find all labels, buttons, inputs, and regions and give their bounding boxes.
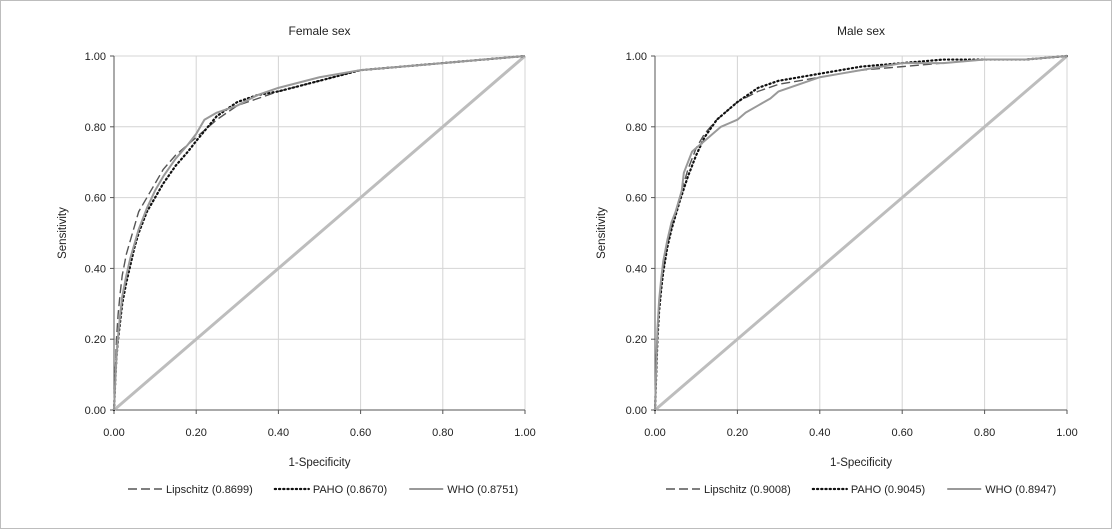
x-tick-label: 0.60 <box>350 427 371 439</box>
x-tick-label: 0.20 <box>185 427 206 439</box>
y-tick-label: 1.00 <box>85 51 106 63</box>
legend-label-paho: PAHO (0.9045) <box>851 484 925 496</box>
legend-label-lipschitz: Lipschitz (0.9008) <box>704 484 791 496</box>
x-tick-label: 0.80 <box>432 427 453 439</box>
chart-panel-1: 0.00 0.20 0.40 0.60 0.80 1.00 0.00 0.20 0.40 0.60… <box>57 24 536 496</box>
chart-title: Male sex <box>837 24 885 38</box>
legend-label-who: WHO (0.8947) <box>985 484 1056 496</box>
x-tick-label: 0.40 <box>809 427 830 439</box>
y-axis-label: Sensitivity <box>596 207 608 259</box>
chart-panel-2: 0.00 0.20 0.40 0.60 0.80 1.00 0.00 0.20 0.40 0.60… <box>596 24 1078 496</box>
x-tick-label: 1.00 <box>514 427 535 439</box>
x-tick-label: 0.60 <box>891 427 912 439</box>
x-tick-label: 0.40 <box>268 427 289 439</box>
legend-label-paho: PAHO (0.8670) <box>313 484 387 496</box>
y-tick-label: 0.40 <box>85 263 106 275</box>
y-tick-label: 0.20 <box>85 334 106 346</box>
y-axis-label: Sensitivity <box>57 207 69 259</box>
y-tick-label: 0.20 <box>626 334 647 346</box>
x-tick-label: 0.00 <box>103 427 124 439</box>
y-tick-label: 1.00 <box>626 51 647 63</box>
x-tick-label: 0.00 <box>644 427 665 439</box>
reference-diagonal-line <box>113 54 526 412</box>
x-axis-label: 1-Specificity <box>830 457 892 469</box>
x-tick-label: 0.80 <box>974 427 995 439</box>
series-line-who <box>113 55 526 411</box>
legend-label-lipschitz: Lipschitz (0.8699) <box>166 484 253 496</box>
y-tick-label: 0.00 <box>626 405 647 417</box>
legend-label-who: WHO (0.8751) <box>447 484 518 496</box>
y-tick-label: 0.60 <box>85 193 106 205</box>
y-tick-label: 0.00 <box>85 405 106 417</box>
x-tick-label: 0.20 <box>727 427 748 439</box>
x-axis-label: 1-Specificity <box>289 457 351 469</box>
x-tick-label: 1.00 <box>1056 427 1077 439</box>
series-line-who <box>654 55 1068 411</box>
series-line-paho <box>653 54 1069 412</box>
chart-title: Female sex <box>288 24 350 38</box>
y-tick-label: 0.60 <box>626 193 647 205</box>
y-tick-label: 0.80 <box>626 122 647 134</box>
reference-diagonal-line <box>654 54 1068 412</box>
y-tick-label: 0.80 <box>85 122 106 134</box>
y-tick-label: 0.40 <box>626 263 647 275</box>
